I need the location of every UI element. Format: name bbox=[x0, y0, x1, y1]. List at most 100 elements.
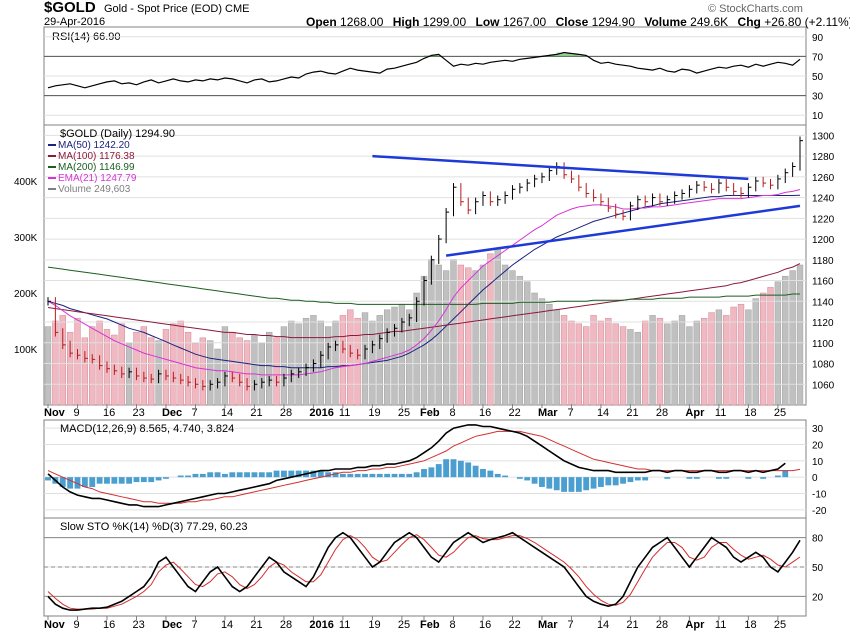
volume-bar bbox=[221, 326, 229, 406]
volume-bar bbox=[170, 323, 177, 406]
volume-bar bbox=[494, 247, 501, 406]
price-y-axis: 1060 1080 1100 1120 1140 1160 1180 1200 1220 1240… bbox=[44, 131, 835, 391]
date-tick-label: Dec bbox=[162, 619, 182, 631]
price-panel: 1060 1080 1100 1120 1140 1160 1180 1200 1220 1240… bbox=[14, 124, 835, 406]
macd-histogram-bar bbox=[354, 473, 361, 478]
date-tick-label: 28 bbox=[656, 619, 668, 631]
macd-histogram-bar bbox=[391, 473, 398, 478]
date-tick-label: 25 bbox=[774, 619, 786, 631]
macd-histogram-bar bbox=[163, 477, 169, 479]
macd-histogram-bar bbox=[362, 473, 368, 478]
ema-21-line bbox=[47, 189, 801, 376]
volume-bar bbox=[590, 315, 597, 406]
date-tick-label: 2016 bbox=[309, 619, 333, 631]
rsi-line bbox=[47, 51, 801, 89]
macd-histogram-bar bbox=[642, 477, 649, 481]
stochastic-k-line bbox=[47, 531, 801, 611]
volume-bar bbox=[288, 320, 295, 406]
price-tick-label: 1260 bbox=[812, 173, 835, 184]
rsi-series bbox=[47, 51, 801, 89]
price-tick-label: 1160 bbox=[812, 277, 834, 288]
low-label: Low bbox=[475, 15, 500, 29]
date-tick-label: Apr bbox=[685, 407, 705, 419]
macd-histogram-bar bbox=[494, 473, 501, 478]
macd-tick-label: 30 bbox=[812, 424, 824, 435]
volume-bar bbox=[531, 292, 538, 406]
price-tick-label: 1220 bbox=[812, 214, 835, 225]
instrument-title: Gold - Spot Price (EOD) bbox=[104, 3, 222, 15]
date-tick-label: 9 bbox=[73, 619, 79, 631]
volume-bar bbox=[664, 323, 671, 406]
volume-bar bbox=[457, 264, 465, 406]
stochastic-d-line bbox=[47, 534, 801, 610]
date-tick-label: 16 bbox=[103, 619, 115, 631]
legend-label: MA(200) 1146.99 bbox=[58, 162, 135, 173]
macd-histogram-bar bbox=[413, 472, 420, 478]
date-tick-label: 16 bbox=[479, 619, 491, 631]
rsi-overbought-fill bbox=[578, 55, 587, 57]
macd-histogram-bar bbox=[406, 473, 413, 478]
macd-histogram-bar bbox=[575, 477, 582, 492]
macd-histogram-bar bbox=[450, 459, 457, 478]
volume-y-axis: 100K 200K 300K 400K bbox=[14, 177, 38, 356]
volume-bar bbox=[140, 326, 148, 406]
legend-label: Volume 249,603 bbox=[58, 184, 131, 195]
macd-histogram-bar bbox=[347, 473, 354, 478]
lower-trendline bbox=[445, 204, 801, 257]
price-tick-label: 1240 bbox=[812, 194, 835, 205]
rsi-tick-label: 50 bbox=[812, 72, 824, 83]
rsi-tick-label: 30 bbox=[812, 92, 824, 103]
volume-bar bbox=[605, 317, 612, 406]
date-tick-label: 22 bbox=[508, 619, 520, 631]
volume-bar bbox=[516, 275, 524, 406]
volume-bar bbox=[354, 317, 361, 406]
volume-tick-label: 300K bbox=[14, 233, 38, 244]
macd-histogram-bar bbox=[428, 467, 435, 478]
volume-bar bbox=[450, 259, 457, 406]
stochastic-panel-title: Slow STO %K(14) %D(3) 77.29, 60.23 bbox=[60, 521, 248, 533]
volume-bar bbox=[266, 331, 273, 406]
date-axis-top: Nov 9 16 23 Dec 7 14 21 28 2016 11 19 25 Feb 8 16 22 Mar 7… bbox=[44, 404, 786, 419]
volume-bar bbox=[671, 320, 678, 406]
volume-bar bbox=[642, 320, 649, 406]
rsi-y-axis: 10 30 50 70 90 bbox=[44, 33, 824, 122]
macd-histogram-bar bbox=[222, 473, 228, 478]
price-tick-label: 1280 bbox=[812, 152, 835, 163]
volume-bar bbox=[214, 348, 221, 406]
volume-bar bbox=[251, 334, 258, 406]
macd-histogram-bar bbox=[155, 477, 162, 481]
price-series bbox=[47, 136, 803, 391]
volume-bar bbox=[192, 343, 199, 406]
macd-histogram-bar bbox=[89, 477, 96, 487]
date-tick-label: 19 bbox=[368, 619, 380, 631]
volume-bar bbox=[767, 287, 774, 406]
volume-bar bbox=[487, 253, 494, 406]
stochastic-tick-label: 20 bbox=[812, 592, 824, 603]
macd-histogram-bar bbox=[693, 477, 700, 479]
volume-bar bbox=[553, 309, 560, 406]
macd-histogram-bar bbox=[686, 477, 693, 479]
volume-bar bbox=[81, 337, 89, 406]
macd-histogram-bar bbox=[583, 477, 590, 491]
price-tick-label: 1180 bbox=[812, 256, 834, 267]
volume-bar bbox=[737, 303, 745, 406]
macd-histogram-bar bbox=[782, 470, 789, 478]
price-tick-label: 1200 bbox=[812, 235, 835, 246]
rsi-overbought-fill bbox=[556, 52, 565, 57]
volume-bar bbox=[332, 320, 339, 406]
volume-tick-label: 400K bbox=[14, 177, 38, 188]
date-tick-label: 21 bbox=[250, 407, 262, 419]
date-tick-label: 7 bbox=[567, 407, 573, 419]
volume-bar bbox=[509, 270, 516, 406]
macd-histogram-bar bbox=[369, 473, 376, 478]
date-tick-label: 2016 bbox=[309, 407, 333, 419]
macd-tick-label: 10 bbox=[812, 457, 824, 468]
legend-swatch bbox=[48, 188, 56, 190]
macd-histogram-bar bbox=[421, 469, 427, 478]
macd-histogram-bar bbox=[531, 477, 538, 484]
high-value: 1299.00 bbox=[422, 15, 467, 29]
rsi-tick-label: 90 bbox=[812, 33, 824, 44]
macd-histogram-bar bbox=[590, 477, 597, 489]
date-tick-label: 25 bbox=[398, 407, 410, 419]
macd-histogram-bar bbox=[185, 475, 191, 478]
